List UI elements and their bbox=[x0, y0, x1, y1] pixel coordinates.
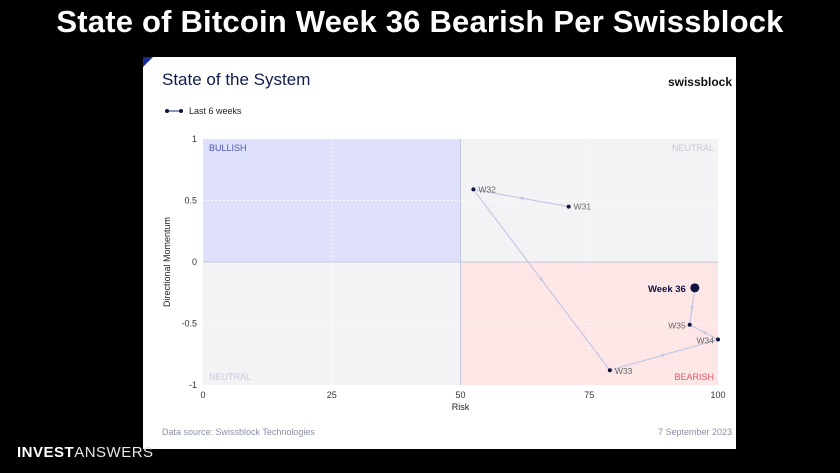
point-label: W32 bbox=[478, 184, 496, 194]
direction-arrow bbox=[661, 353, 667, 358]
legend-label: Last 6 weeks bbox=[189, 106, 242, 116]
page-headline: State of Bitcoin Week 36 Bearish Per Swi… bbox=[56, 4, 784, 39]
x-axis-label: Risk bbox=[452, 402, 470, 412]
direction-arrow bbox=[701, 330, 707, 335]
data-point bbox=[716, 337, 720, 342]
logo-bold-text: INVEST bbox=[17, 444, 75, 461]
x-tick-label: 25 bbox=[327, 390, 337, 400]
quadrant-label-top-left: BULLISH bbox=[209, 143, 247, 153]
x-tick-label: 50 bbox=[455, 390, 465, 400]
legend-line-icon bbox=[165, 109, 183, 113]
quadrant-label-bottom-left: NEUTRAL bbox=[209, 372, 251, 382]
point-label: W33 bbox=[615, 366, 633, 376]
point-label: Week 36 bbox=[648, 284, 686, 295]
direction-arrow bbox=[538, 276, 544, 283]
point-label: W35 bbox=[668, 321, 686, 331]
y-tick-label: -1 bbox=[189, 380, 197, 390]
chart-date: 7 September 2023 bbox=[657, 427, 732, 437]
investanswers-logo: INVESTANSWERS bbox=[17, 444, 154, 461]
quadrant-chart: BULLISH NEUTRAL NEUTRAL BEARISH 0 25 50 75 100 1 0… bbox=[162, 134, 726, 412]
chart-title: State of the System bbox=[162, 70, 311, 89]
chart-legend: Last 6 weeks bbox=[164, 106, 242, 116]
chart-card: State of the System swissblock Last 6 we… bbox=[143, 57, 736, 449]
point-label: W34 bbox=[697, 335, 715, 345]
direction-arrow bbox=[518, 196, 524, 201]
data-point bbox=[566, 204, 571, 209]
y-tick-label: -0.5 bbox=[181, 319, 197, 329]
y-tick-label: 1 bbox=[192, 134, 197, 144]
y-tick-label: 0.5 bbox=[184, 196, 197, 206]
x-tick-label: 75 bbox=[584, 390, 594, 400]
quadrant-label-top-right: NEUTRAL bbox=[672, 143, 714, 153]
logo-light-text: ANSWERS bbox=[74, 444, 154, 461]
data-point bbox=[690, 283, 700, 293]
data-point bbox=[471, 187, 476, 192]
data-point bbox=[687, 322, 692, 327]
y-axis-label: Directional Momentum bbox=[162, 217, 172, 307]
corner-accent bbox=[143, 57, 153, 67]
brand-logo: swissblock bbox=[667, 75, 732, 89]
x-tick-label: 0 bbox=[200, 390, 205, 400]
x-tick-label: 100 bbox=[710, 390, 725, 400]
y-tick-label: 0 bbox=[192, 257, 197, 267]
direction-arrow bbox=[690, 303, 694, 309]
data-point bbox=[607, 368, 612, 373]
point-label: W31 bbox=[574, 202, 592, 212]
quadrant-label-bottom-right: BEARISH bbox=[674, 372, 714, 382]
data-source: Data source: Swissblock Technologies bbox=[162, 427, 315, 437]
